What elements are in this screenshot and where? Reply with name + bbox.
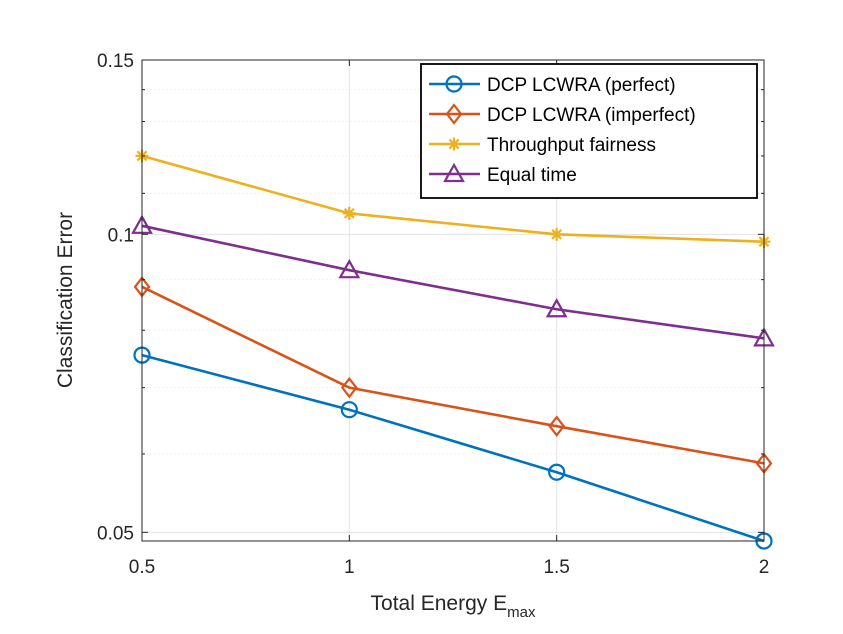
data-point-circle — [548, 463, 566, 481]
legend-items: DCP LCWRA (perfect) DCP LCWRA (imperfect)… — [429, 75, 696, 186]
legend-marker-triangle — [443, 162, 465, 183]
axes-box — [141, 59, 765, 542]
legend-entry: Equal time — [429, 162, 577, 186]
data-point-asterisk — [550, 227, 564, 241]
legend-label: Equal time — [487, 165, 577, 186]
axis-ticks: 0.5 1 1.5 2 0.05 0.1 0.15 — [97, 51, 769, 578]
legend-entry: DCP LCWRA (perfect) — [429, 75, 676, 96]
series-line — [141, 353, 765, 543]
x-tick-label: 1 — [344, 557, 355, 578]
series-line — [141, 154, 765, 243]
legend-label: DCP LCWRA (perfect) — [487, 75, 676, 96]
x-axis-label-subscript: max — [507, 604, 536, 621]
legend-entry: Throughput fairness — [429, 135, 656, 156]
data-point-circle — [340, 401, 358, 419]
x-tick-label: 1.5 — [543, 557, 569, 578]
data-point-triangle — [545, 298, 568, 318]
data-point-diamond — [340, 376, 358, 399]
legend-marker-asterisk — [447, 137, 461, 151]
data-point-diamond — [548, 415, 566, 437]
y-tick-label: 0.1 — [108, 225, 134, 246]
legend-entry: DCP LCWRA (imperfect) — [429, 103, 696, 126]
series-circle — [133, 346, 773, 550]
data-point-asterisk — [342, 206, 356, 220]
x-axis-label-main: Total Energy E — [371, 592, 508, 615]
x-tick-label: 2 — [759, 557, 770, 578]
series-diamond — [133, 276, 773, 475]
x-tick-label: 0.5 — [129, 557, 155, 578]
legend-label: Throughput fairness — [487, 135, 656, 156]
series-line — [141, 224, 765, 340]
legend-label: DCP LCWRA (imperfect) — [487, 105, 696, 126]
y-axis-label: Classification Error — [54, 212, 77, 388]
legend-marker-diamond — [445, 103, 463, 125]
y-tick-label: 0.15 — [97, 51, 134, 72]
y-tick-label: 0.05 — [97, 523, 134, 544]
x-axis-label: Total Energy Emax — [371, 592, 536, 621]
legend: DCP LCWRA (perfect) DCP LCWRA (imperfect)… — [420, 63, 758, 199]
legend-marker-circle — [445, 75, 463, 93]
legend-box — [420, 63, 758, 199]
data-point-triangle — [338, 258, 361, 279]
series-line — [141, 285, 765, 465]
grid-lines — [142, 60, 764, 541]
